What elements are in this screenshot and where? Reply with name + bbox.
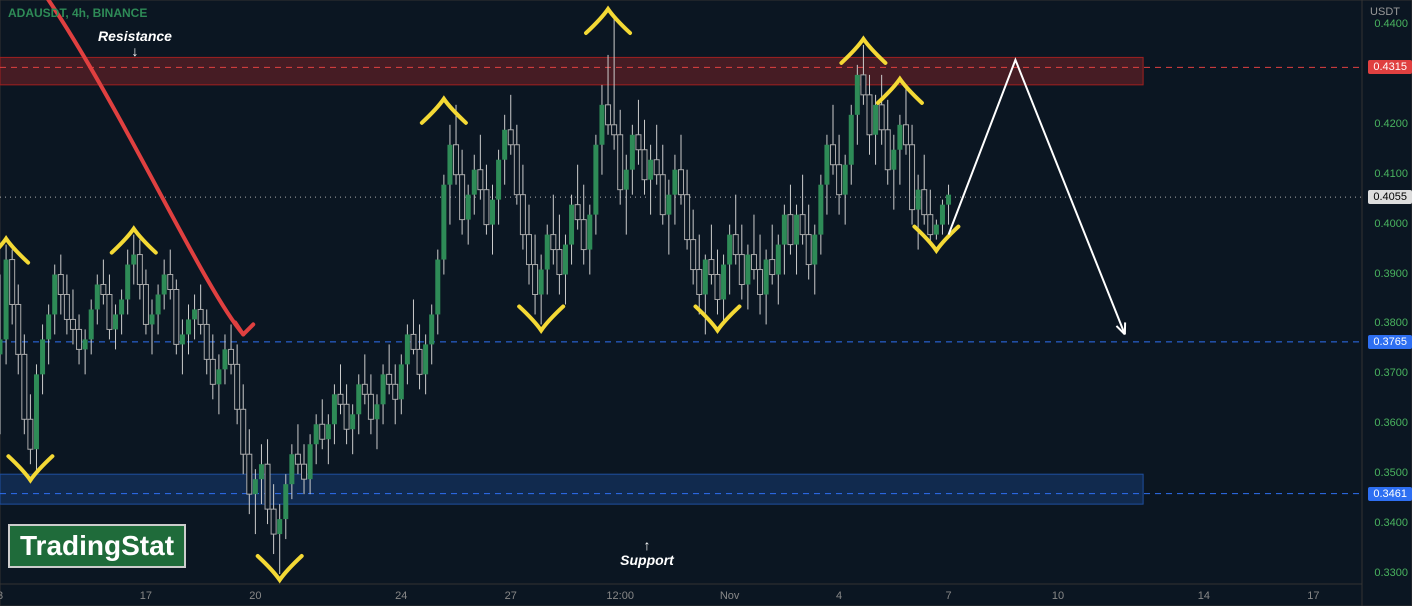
watermark: TradingStat: [8, 524, 186, 568]
resistance-text: Resistance: [98, 28, 172, 44]
support-text: Support: [620, 552, 674, 568]
down-arrow-icon: ↓: [98, 44, 172, 58]
y-tick: 0.3600: [1374, 417, 1408, 429]
price-chart[interactable]: [0, 0, 1412, 606]
x-tick: 14: [1198, 590, 1210, 602]
x-tick: 24: [395, 590, 407, 602]
y-tick: 0.3900: [1374, 268, 1408, 280]
quote-label: USDT: [1370, 6, 1400, 18]
x-tick: 7: [945, 590, 951, 602]
price-badge: 0.3461: [1368, 487, 1412, 501]
x-tick: 27: [505, 590, 517, 602]
x-tick: 17: [140, 590, 152, 602]
y-tick: 0.3800: [1374, 317, 1408, 329]
ticker-label: ADAUSDT, 4h, BINANCE: [8, 6, 147, 20]
x-tick: 4: [836, 590, 842, 602]
price-badge: 0.3765: [1368, 335, 1412, 349]
y-tick: 0.4100: [1374, 168, 1408, 180]
x-tick: 12:00: [606, 590, 634, 602]
x-tick: 10: [1052, 590, 1064, 602]
y-tick: 0.3700: [1374, 367, 1408, 379]
x-tick: Nov: [720, 590, 740, 602]
x-tick: 3: [0, 590, 3, 602]
resistance-label: Resistance ↓: [98, 28, 172, 58]
x-tick: 17: [1307, 590, 1319, 602]
price-badge: 0.4055: [1368, 190, 1412, 204]
support-label: ↑ Support: [620, 538, 674, 568]
up-arrow-icon: ↑: [620, 538, 674, 552]
y-tick: 0.4200: [1374, 118, 1408, 130]
y-tick: 0.3500: [1374, 467, 1408, 479]
x-tick: 20: [249, 590, 261, 602]
y-tick: 0.3300: [1374, 567, 1408, 579]
y-tick: 0.4400: [1374, 18, 1408, 30]
y-tick: 0.4000: [1374, 218, 1408, 230]
y-tick: 0.3400: [1374, 517, 1408, 529]
chart-container: ADAUSDT, 4h, BINANCE USDT 0.3300 0.3400 0.…: [0, 0, 1412, 606]
price-badge: 0.4315: [1368, 60, 1412, 74]
